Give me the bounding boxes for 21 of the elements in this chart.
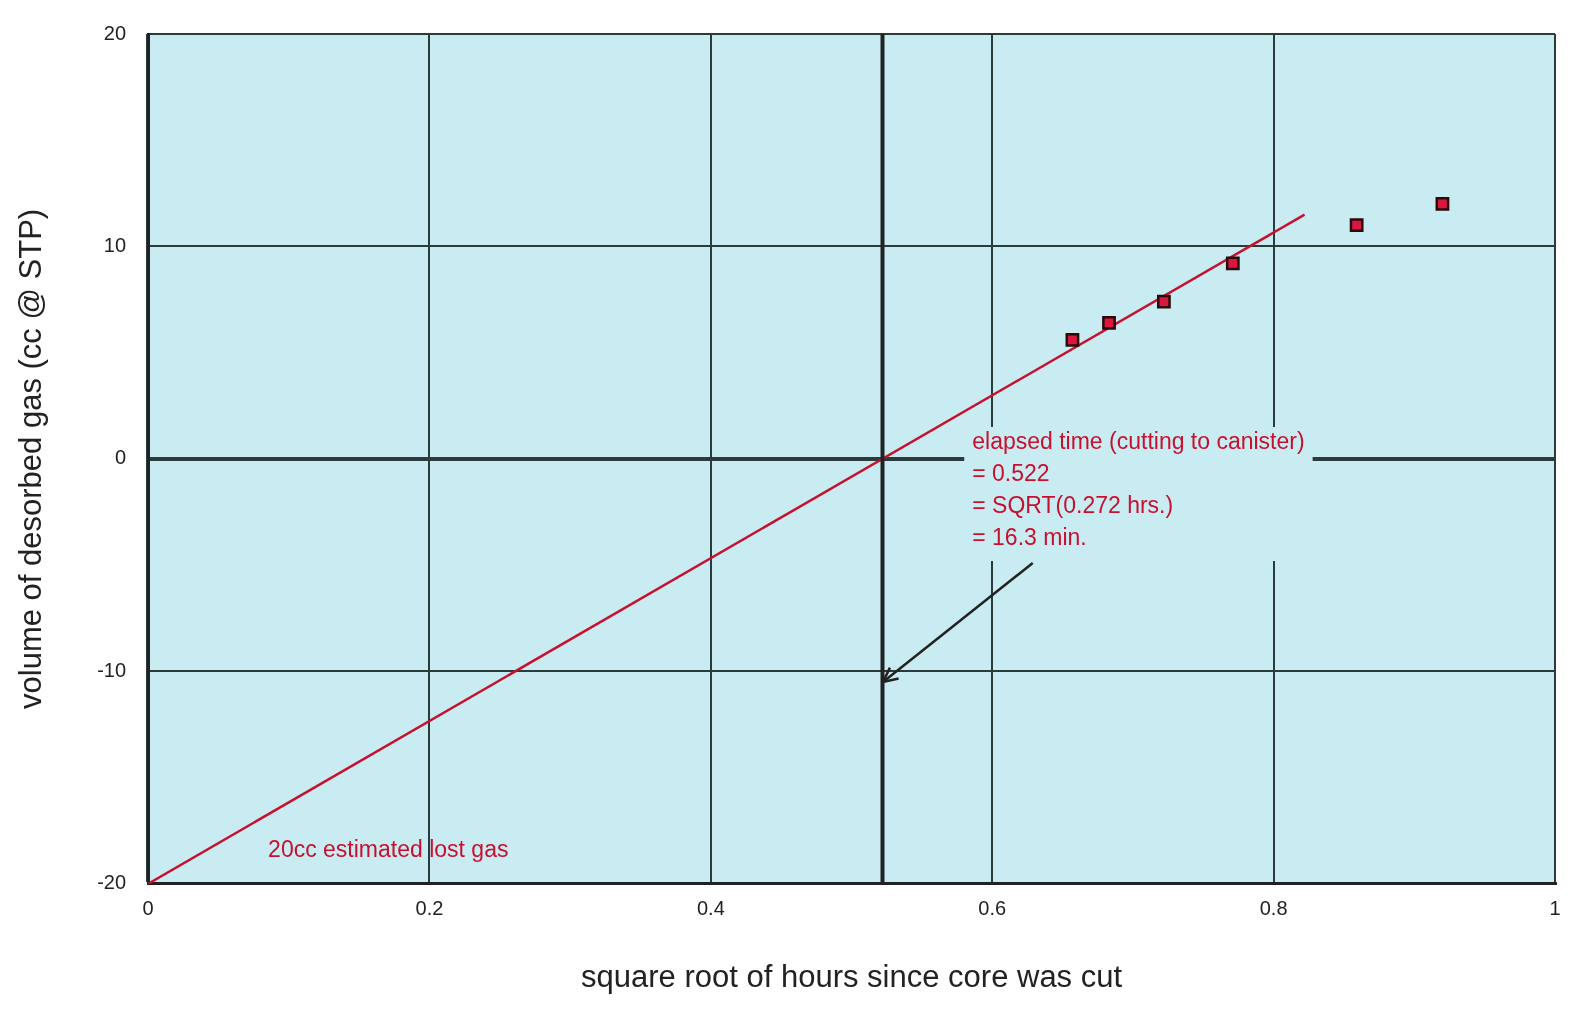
y-tick-label: -10 xyxy=(97,658,127,681)
point xyxy=(1065,333,1080,347)
point xyxy=(1225,256,1240,271)
y-axis-title: volume of desorbed gas (cc @ STP) xyxy=(13,208,49,709)
y-tick-label: 0 xyxy=(114,446,127,469)
y-tick-label: 20 xyxy=(103,21,127,44)
x-tick-label: 0.2 xyxy=(415,897,444,920)
y-tick-label: -20 xyxy=(97,871,127,894)
x-tick-label: 0.8 xyxy=(1259,897,1288,920)
annotation: 20cc estimated lost gas xyxy=(268,835,509,862)
point xyxy=(1349,218,1364,233)
point xyxy=(1102,316,1116,330)
x-axis-title: square root of hours since core was cut xyxy=(581,958,1123,994)
y-tick-label: 10 xyxy=(103,233,127,256)
x-tick-label: 0.4 xyxy=(696,897,725,920)
x-tick-label: 0 xyxy=(142,897,154,920)
annotation: elapsed time (cutting to canister) = 0.522 = SQRT(0.272 hrs.) = 16.3 min. xyxy=(972,427,1305,550)
point xyxy=(1156,294,1171,309)
x-tick-label: 1 xyxy=(1549,897,1561,920)
x-tick-label: 0.6 xyxy=(978,897,1007,920)
point xyxy=(1435,197,1450,211)
